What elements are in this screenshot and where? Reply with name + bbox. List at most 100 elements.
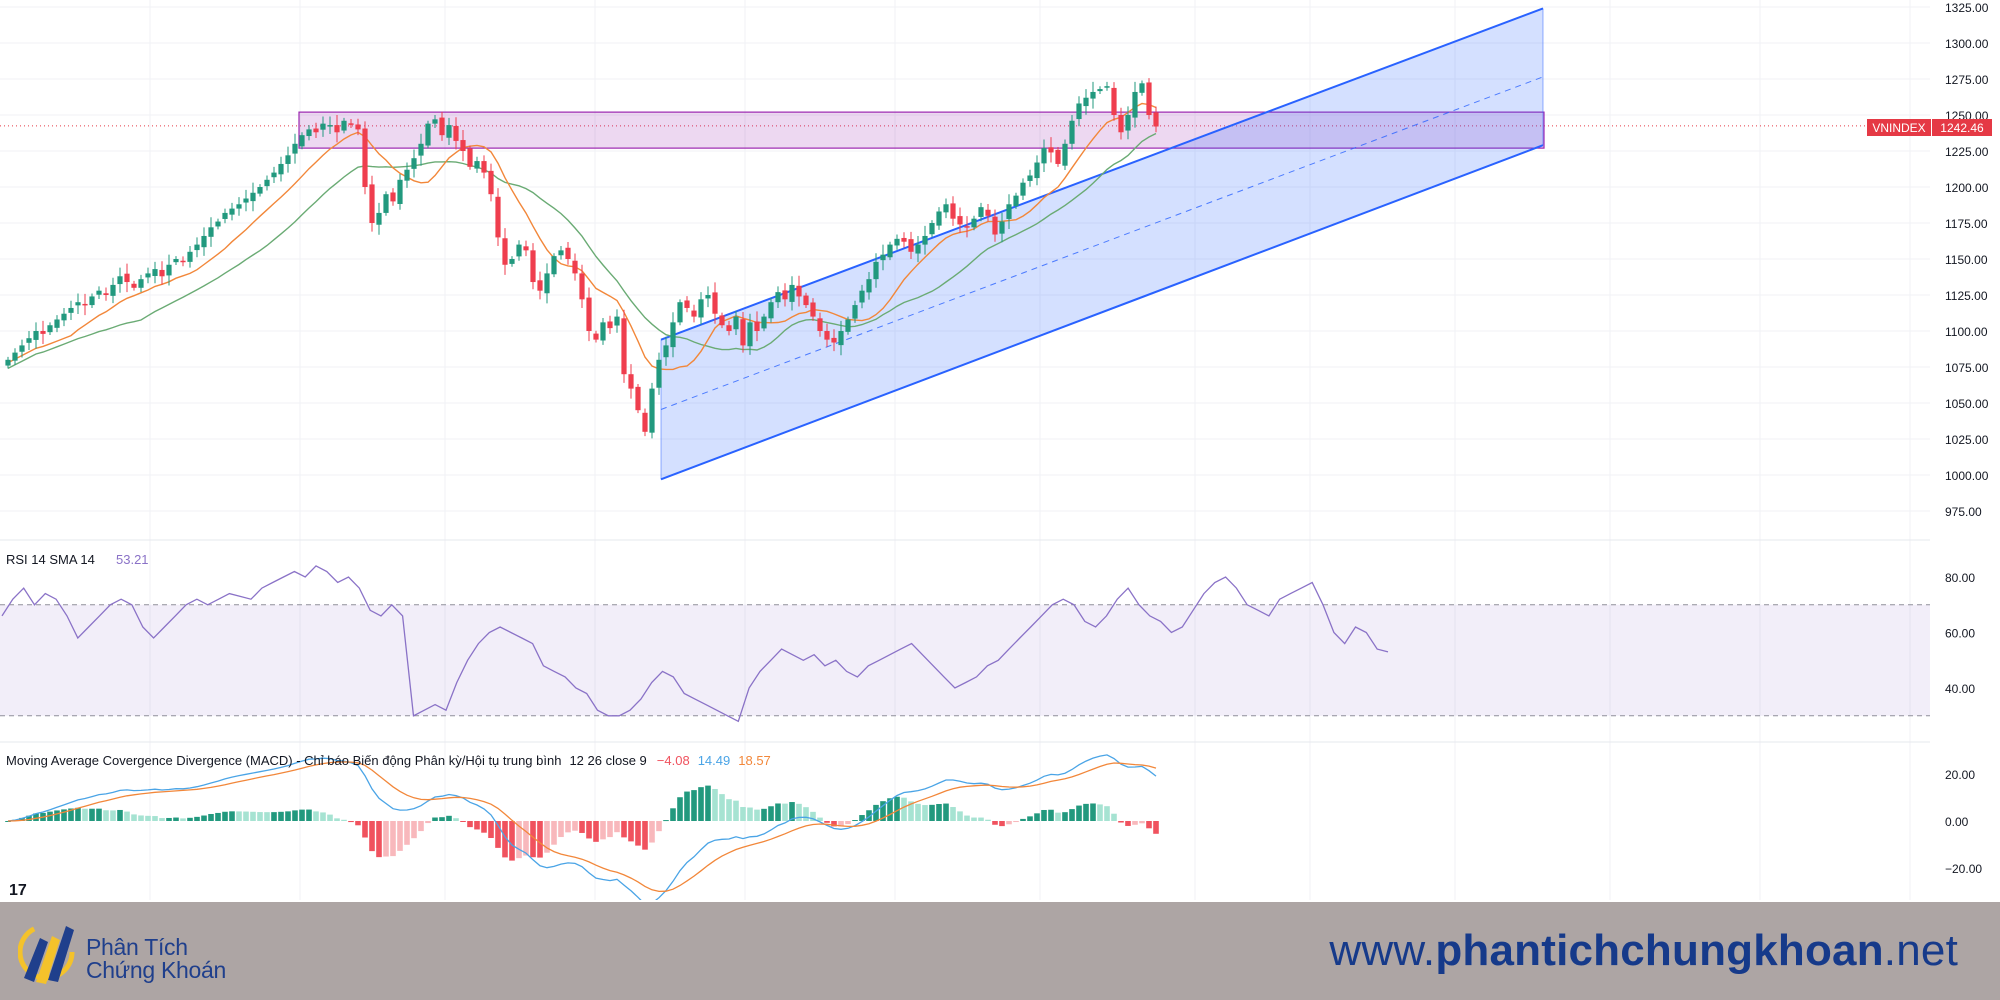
candle-body	[670, 322, 676, 348]
macd-hist-bar	[656, 821, 662, 832]
symbol-tag: VNINDEX	[1872, 121, 1925, 135]
macd-hist-bar	[1125, 821, 1131, 826]
macd-params: 12 26 close 9	[569, 753, 646, 768]
macd-hist-bar	[740, 807, 746, 821]
macd-hist-bar	[642, 821, 648, 850]
candle-body	[138, 279, 144, 288]
candle-body	[369, 184, 375, 223]
macd-hist-bar	[502, 821, 508, 858]
macd-hist-bar	[264, 812, 270, 821]
candle-body	[985, 209, 991, 216]
macd-hist-bar	[257, 812, 263, 821]
macd-hist-bar	[516, 821, 522, 859]
macd-hist-bar	[614, 821, 620, 833]
macd-hist-bar	[803, 807, 809, 821]
candle-body	[929, 223, 935, 235]
macd-hist-bar	[558, 821, 564, 838]
macd-hist-bar	[586, 821, 592, 839]
candle-body	[796, 285, 802, 297]
macd-hist-bar	[173, 817, 179, 821]
candle-body	[943, 204, 949, 213]
candle-body	[551, 256, 557, 275]
candle-body	[313, 128, 319, 133]
candle-body	[621, 318, 627, 375]
macd-hist-bar	[488, 821, 494, 839]
candle-body	[243, 198, 249, 203]
macd-hist-bar	[341, 819, 347, 821]
candle-body	[936, 211, 942, 226]
macd-hist-bar	[775, 803, 781, 821]
candle-body	[1139, 83, 1145, 93]
candle-body	[1125, 115, 1131, 131]
macd-hist-bar	[894, 796, 900, 821]
rsi-pane: 80.00 60.00 40.00	[0, 565, 1975, 723]
candle-body	[663, 345, 669, 358]
macd-hist-value: −4.08	[657, 753, 690, 768]
grid-lines	[0, 0, 1930, 900]
macd-hist-bar	[313, 811, 319, 821]
macd-title: Moving Average Covergence Divergence (MA…	[6, 753, 771, 768]
macd-hist-bar	[1020, 818, 1026, 821]
macd-hist-bar	[355, 821, 361, 826]
price-chart[interactable]: 1325.001300.001275.001250.001225.001200.…	[0, 0, 2000, 900]
candle-body	[1048, 147, 1054, 153]
candle-body	[747, 322, 753, 347]
price-tick-label: 1100.00	[1945, 325, 1988, 339]
macd-hist-bar	[1034, 813, 1040, 821]
candle-body	[453, 125, 459, 141]
candle-body	[1104, 86, 1110, 88]
candle-body	[194, 244, 200, 251]
macd-hist-bar	[1118, 821, 1124, 823]
channel-lower-line	[660, 144, 1544, 481]
candle-body	[901, 237, 907, 242]
candle-body	[180, 260, 186, 263]
macd-hist-bar	[817, 817, 823, 821]
macd-hist-bar	[208, 813, 214, 821]
website-url[interactable]: www.phantichchungkhoan.net	[1329, 926, 1958, 976]
candle-body	[12, 352, 18, 361]
candle-body	[103, 293, 109, 295]
candle-body	[460, 140, 466, 151]
candle-body	[1013, 195, 1019, 207]
candle-body	[96, 290, 102, 295]
macd-hist-bar	[649, 821, 655, 843]
macd-hist-bar	[89, 808, 95, 821]
candle-body	[719, 315, 725, 326]
macd-hist-bar	[68, 808, 74, 821]
macd-hist-bar	[607, 821, 613, 838]
macd-line-value: 14.49	[698, 753, 731, 768]
candle-body	[1083, 97, 1089, 107]
candles	[5, 78, 1159, 439]
candle-body	[817, 318, 823, 331]
price-tick-label: 1225.00	[1945, 145, 1989, 159]
candle-body	[201, 235, 207, 248]
candle-body	[1027, 175, 1033, 181]
candle-body	[1132, 91, 1138, 118]
macd-hist-bar	[292, 810, 298, 821]
macd-hist-bar	[75, 807, 81, 821]
macd-hist-bar	[1111, 813, 1117, 821]
candle-body	[523, 246, 529, 251]
candle-body	[320, 123, 326, 130]
candle-body	[873, 261, 879, 280]
candle-body	[677, 302, 683, 323]
macd-hist-bar	[908, 801, 914, 821]
macd-hist-bar	[334, 818, 340, 821]
price-tick-label: 1325.00	[1945, 1, 1989, 15]
macd-hist-bar	[999, 821, 1005, 827]
candle-body	[775, 292, 781, 303]
candle-body	[250, 192, 256, 202]
candle-body	[215, 221, 221, 227]
macd-hist-bar	[964, 815, 970, 821]
candle-body	[593, 333, 599, 340]
candle-body	[376, 212, 382, 225]
macd-hist-bar	[54, 810, 60, 821]
candle-body	[845, 319, 851, 332]
macd-line	[7, 754, 1157, 900]
macd-hist-bar	[222, 811, 228, 821]
macd-hist-bar	[754, 809, 760, 821]
macd-hist-bar	[621, 821, 627, 838]
price-tick-label: 1275.00	[1945, 73, 1989, 87]
candle-body	[831, 337, 837, 343]
macd-hist-bar	[985, 819, 991, 821]
